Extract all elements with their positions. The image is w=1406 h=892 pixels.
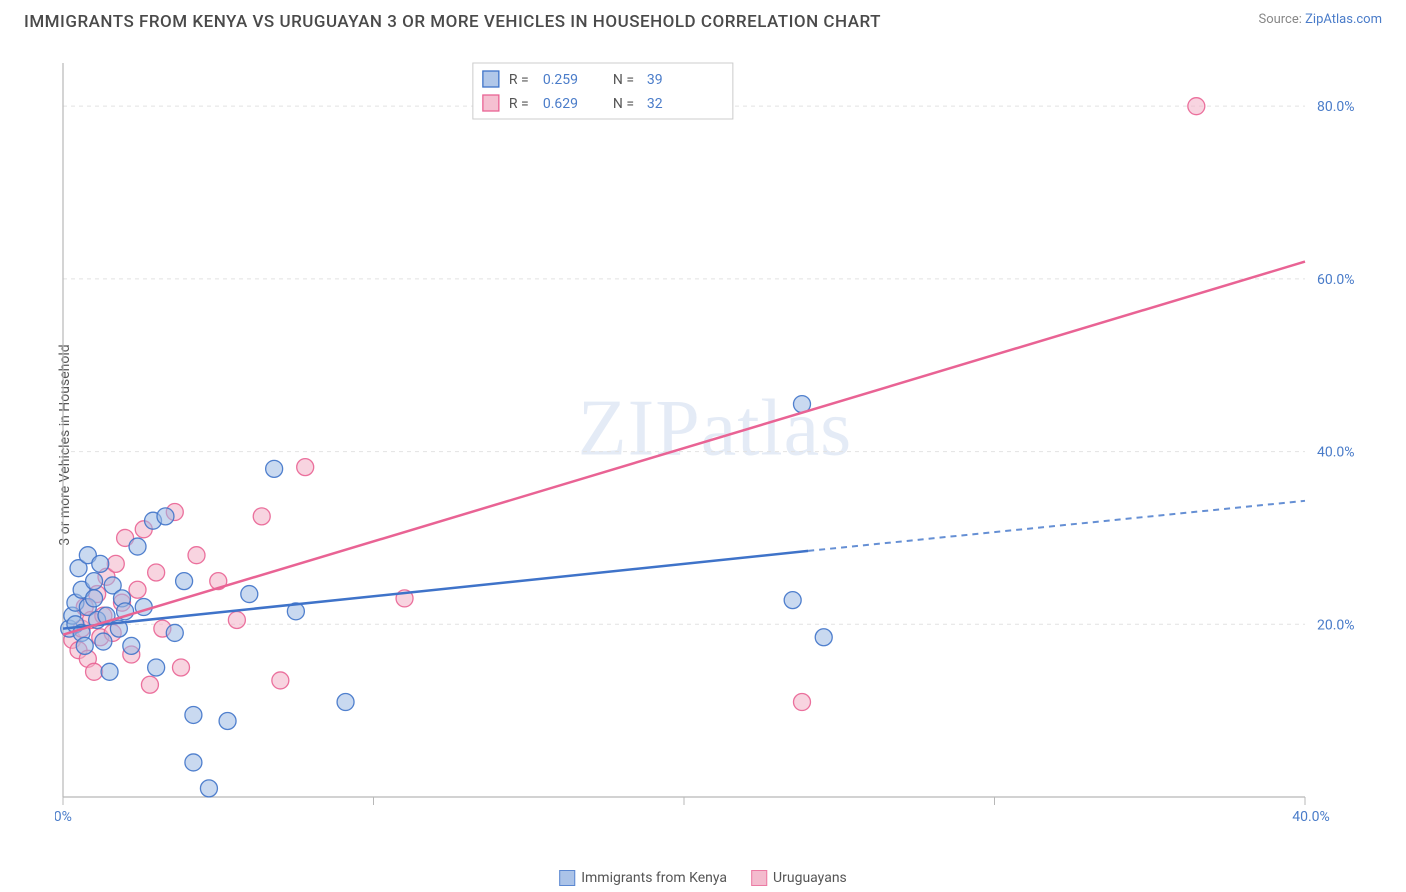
scatter-point xyxy=(157,508,174,525)
svg-text:0.0%: 0.0% xyxy=(55,809,72,825)
source-link[interactable]: ZipAtlas.com xyxy=(1305,12,1382,27)
scatter-point xyxy=(815,629,832,646)
svg-text:R =: R = xyxy=(509,72,529,88)
header: IMMIGRANTS FROM KENYA VS URUGUAYAN 3 OR … xyxy=(0,0,1406,32)
page-title: IMMIGRANTS FROM KENYA VS URUGUAYAN 3 OR … xyxy=(24,12,881,32)
legend-label: Immigrants from Kenya xyxy=(581,870,727,886)
svg-text:R =: R = xyxy=(509,96,529,112)
scatter-point xyxy=(297,459,314,476)
svg-text:0.259: 0.259 xyxy=(543,72,578,88)
scatter-point xyxy=(86,663,103,680)
chart-area: 3 or more Vehicles in Household ZIPatlas… xyxy=(55,55,1375,835)
svg-text:20.0%: 20.0% xyxy=(1317,617,1355,633)
legend-label: Uruguayans xyxy=(773,870,847,886)
legend-swatch xyxy=(751,870,767,886)
svg-text:60.0%: 60.0% xyxy=(1317,272,1355,288)
scatter-point xyxy=(241,586,258,603)
scatter-point xyxy=(219,713,236,730)
scatter-point xyxy=(188,547,205,564)
svg-text:39: 39 xyxy=(647,72,663,88)
legend-swatch xyxy=(483,95,499,111)
scatter-point xyxy=(148,564,165,581)
svg-text:40.0%: 40.0% xyxy=(1317,445,1355,461)
scatter-point xyxy=(92,555,109,572)
scatter-point xyxy=(101,663,118,680)
scatter-point xyxy=(784,592,801,609)
scatter-point xyxy=(253,508,270,525)
scatter-point xyxy=(272,672,289,689)
scatter-plot: 20.0% 40.0% 60.0% 80.0% 0.0% 40.0% R = 0.259 N … xyxy=(55,55,1375,835)
scatter-point xyxy=(76,637,93,654)
scatter-point xyxy=(176,573,193,590)
svg-text:N =: N = xyxy=(613,72,634,88)
legend-swatch xyxy=(483,71,499,87)
trend-line xyxy=(63,262,1305,635)
source-credit: Source: ZipAtlas.com xyxy=(1258,12,1382,27)
bottom-legend: Immigrants from Kenya Uruguayans xyxy=(559,870,847,886)
scatter-point xyxy=(129,581,146,598)
scatter-point xyxy=(95,633,112,650)
svg-text:0.629: 0.629 xyxy=(543,96,578,112)
scatter-point xyxy=(793,694,810,711)
scatter-point xyxy=(200,780,217,797)
scatter-point xyxy=(172,659,189,676)
scatter-point xyxy=(107,555,124,572)
scatter-point xyxy=(86,573,103,590)
scatter-point xyxy=(86,590,103,607)
svg-text:40.0%: 40.0% xyxy=(1292,809,1330,825)
scatter-point xyxy=(266,460,283,477)
legend-item: Immigrants from Kenya xyxy=(559,870,727,886)
scatter-point xyxy=(228,611,245,628)
legend-swatch xyxy=(559,870,575,886)
svg-text:32: 32 xyxy=(647,96,663,112)
scatter-point xyxy=(123,637,140,654)
legend-item: Uruguayans xyxy=(751,870,847,886)
scatter-point xyxy=(129,538,146,555)
scatter-point xyxy=(185,754,202,771)
scatter-point xyxy=(185,706,202,723)
scatter-point xyxy=(337,694,354,711)
scatter-point xyxy=(1188,98,1205,115)
trend-line-extrapolated xyxy=(808,501,1305,551)
scatter-point xyxy=(141,676,158,693)
svg-text:80.0%: 80.0% xyxy=(1317,99,1355,115)
svg-text:N =: N = xyxy=(613,96,634,112)
scatter-point xyxy=(166,624,183,641)
trend-line xyxy=(63,551,808,629)
scatter-point xyxy=(148,659,165,676)
